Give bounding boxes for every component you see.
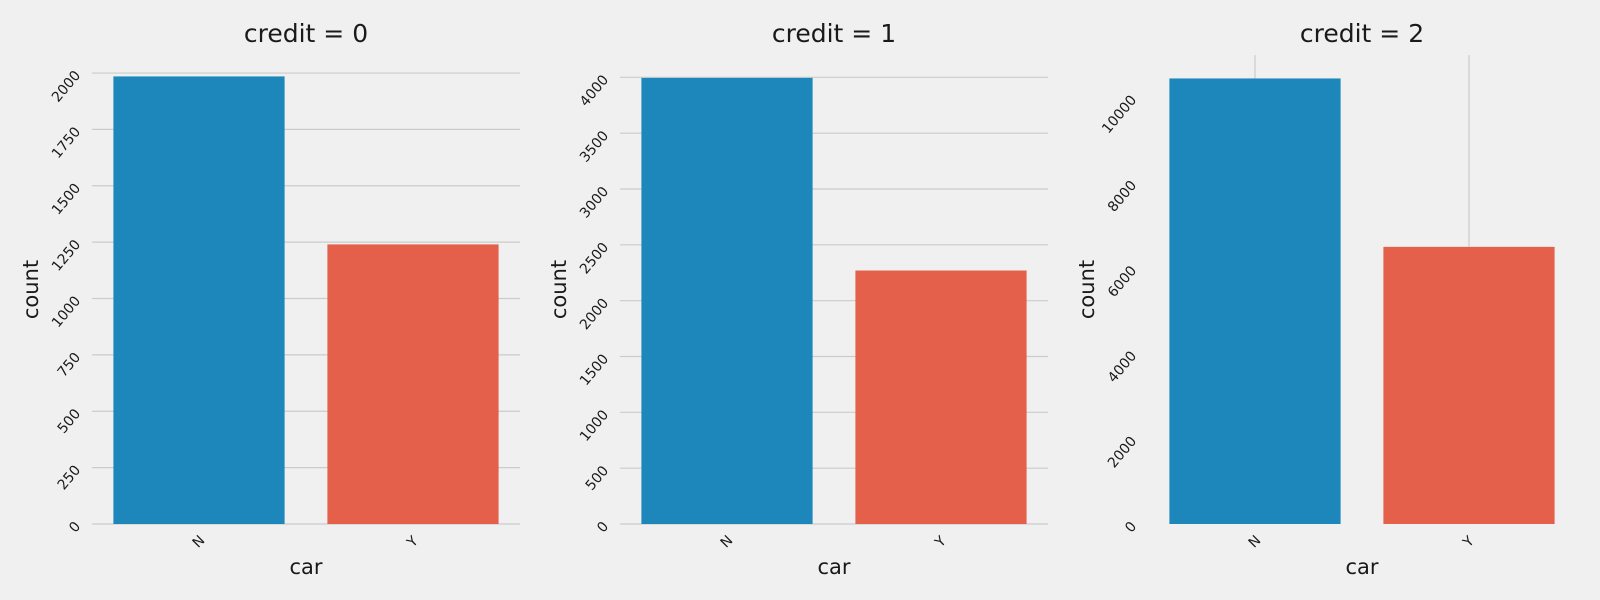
y-axis-label-2: count — [1075, 260, 1099, 319]
panel-title-0: credit = 0 — [244, 19, 368, 48]
bar-y-2 — [1383, 246, 1555, 524]
x-axis-label-1: car — [817, 555, 850, 579]
panel-title-2: credit = 2 — [1300, 19, 1424, 48]
bar-n-1 — [641, 77, 813, 525]
bar-n-0 — [113, 76, 285, 525]
bar-n-2 — [1169, 78, 1341, 524]
x-axis-label-0: car — [289, 555, 322, 579]
y-axis-label-1: count — [547, 260, 571, 319]
bar-y-0 — [327, 244, 499, 524]
y-axis-label-0: count — [19, 260, 43, 319]
x-axis-label-2: car — [1345, 555, 1378, 579]
bar-y-1 — [855, 270, 1027, 524]
panel-title-1: credit = 1 — [772, 19, 896, 48]
